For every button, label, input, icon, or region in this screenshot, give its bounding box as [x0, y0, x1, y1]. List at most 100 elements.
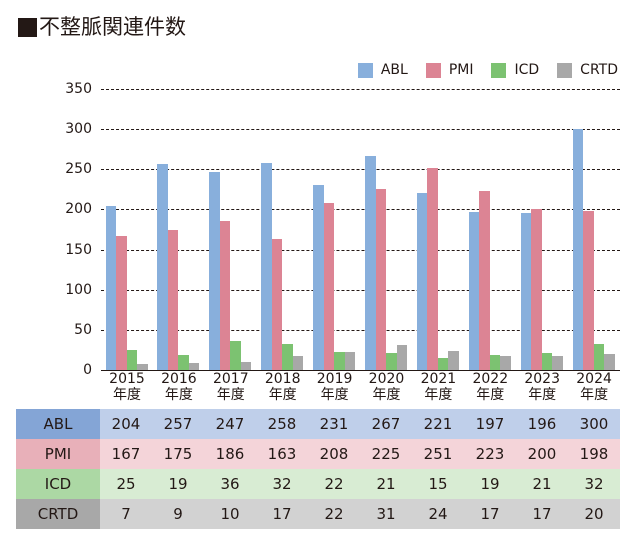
table-cell: 15 [412, 469, 464, 499]
bar-pmi [271, 239, 283, 370]
row-label: PMI [16, 439, 100, 469]
bar-pmi [375, 189, 386, 370]
legend-swatch-icon [425, 62, 441, 78]
x-tick-unit: 年度 [216, 387, 245, 403]
x-tick-label: 2019 年度 [309, 371, 361, 403]
table-cell: 21 [516, 469, 568, 499]
bar-pmi [323, 203, 335, 370]
y-tick-label: 0 [83, 362, 92, 378]
table-row-pmi: PMI 167 175 186 163 208 225 251 223 200 198 [16, 439, 620, 469]
bar-abl [105, 206, 116, 370]
bar-icd [126, 349, 137, 370]
x-tick-year: 2020 [368, 371, 405, 387]
table-cell: 267 [360, 409, 412, 439]
gridline [101, 209, 620, 211]
table-cell: 247 [204, 409, 256, 439]
bar-pmi [116, 235, 127, 370]
table-cell: 17 [256, 499, 308, 529]
chart-title: 不整脈関連件数 [18, 14, 186, 40]
table-cell: 22 [308, 469, 360, 499]
table-cell: 36 [204, 469, 256, 499]
x-tick-unit: 年度 [268, 387, 297, 403]
bar-pmi [479, 190, 490, 370]
table-cell: 25 [100, 469, 152, 499]
gridline [101, 249, 620, 251]
table-cell: 198 [568, 439, 620, 469]
table-cell: 7 [100, 499, 152, 529]
bar-crtd [552, 356, 563, 370]
table-cell: 163 [256, 439, 308, 469]
x-tick-unit: 年度 [424, 387, 453, 403]
table-cell: 225 [360, 439, 412, 469]
x-tick-year: 2022 [472, 371, 509, 387]
table-cell: 17 [516, 499, 568, 529]
bar-crtd [604, 353, 615, 370]
bar-icd [593, 344, 605, 370]
square-bullet-icon [18, 17, 37, 37]
bar-abl [157, 163, 168, 370]
table-row-abl: ABL 204 257 247 258 231 267 221 197 196 300 [16, 409, 620, 439]
y-tick-label: 300 [65, 121, 92, 138]
bar-pmi [427, 168, 438, 370]
gridline [101, 169, 620, 171]
table-cell: 24 [412, 499, 464, 529]
bar-icd [230, 341, 241, 370]
x-tick-label: 2017 年度 [205, 371, 257, 403]
bar-abl [572, 129, 584, 370]
legend-label: ICD [514, 62, 540, 78]
x-tick-label: 2016 年度 [153, 371, 205, 403]
x-tick-unit: 年度 [113, 387, 141, 403]
table-cell: 19 [464, 469, 516, 499]
table-cell: 197 [464, 409, 516, 439]
bar-crtd [137, 364, 148, 370]
x-tick-year: 2016 [161, 371, 197, 387]
gridline [101, 89, 620, 90]
legend-swatch-icon [491, 62, 507, 78]
table-cell: 300 [568, 409, 620, 439]
x-tick-label: 2015 年度 [101, 371, 153, 403]
legend-label: CRTD [580, 62, 618, 78]
chart-legend: ABL PMI ICD CRTD [357, 62, 618, 78]
x-tick-year: 2018 [264, 371, 301, 387]
bar-icd [334, 352, 345, 370]
table-cell: 258 [256, 409, 308, 439]
table-cell: 31 [360, 499, 412, 529]
bar-crtd [500, 356, 511, 370]
table-cell: 231 [308, 409, 360, 439]
legend-swatch-icon [557, 62, 573, 78]
bar-crtd [188, 362, 200, 370]
table-cell: 19 [152, 469, 204, 499]
table-row-icd: ICD 25 19 36 32 22 21 15 19 21 32 [16, 469, 620, 499]
x-tick-year: 2017 [212, 371, 249, 387]
bar-icd [489, 354, 501, 370]
row-label: ICD [16, 469, 100, 499]
bar-pmi [531, 209, 542, 370]
y-tick-label: 100 [65, 281, 92, 298]
table-cell: 208 [308, 439, 360, 469]
bar-crtd [240, 361, 252, 370]
bar-crtd [344, 352, 356, 370]
bar-icd [178, 354, 189, 370]
gridline [101, 289, 620, 291]
legend-label: PMI [448, 62, 474, 78]
y-tick-label: 200 [65, 201, 92, 218]
gridline [101, 329, 620, 331]
table-cell: 251 [412, 439, 464, 469]
bar-icd [437, 357, 449, 370]
bar-crtd [292, 356, 304, 370]
bar-icd [386, 353, 397, 370]
table-cell: 21 [360, 469, 412, 499]
table-cell: 32 [256, 469, 308, 499]
row-label: CRTD [16, 499, 100, 529]
table-cell: 186 [204, 439, 256, 469]
x-tick-year: 2021 [420, 371, 457, 387]
bar-pmi [583, 211, 594, 370]
x-tick-unit: 年度 [164, 387, 193, 403]
gridline [101, 129, 620, 131]
x-tick-unit: 年度 [320, 387, 349, 403]
table-cell: 200 [516, 439, 568, 469]
table-cell: 10 [204, 499, 256, 529]
x-tick-unit: 年度 [476, 387, 505, 403]
x-tick-label: 2024 年度 [568, 371, 620, 403]
table-cell: 167 [100, 439, 152, 469]
